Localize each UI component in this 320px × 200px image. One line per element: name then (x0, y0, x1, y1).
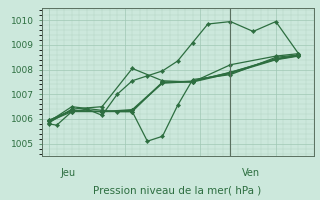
Text: Pression niveau de la mer( hPa ): Pression niveau de la mer( hPa ) (93, 186, 262, 196)
Text: Ven: Ven (242, 168, 260, 178)
Text: Jeu: Jeu (61, 168, 76, 178)
